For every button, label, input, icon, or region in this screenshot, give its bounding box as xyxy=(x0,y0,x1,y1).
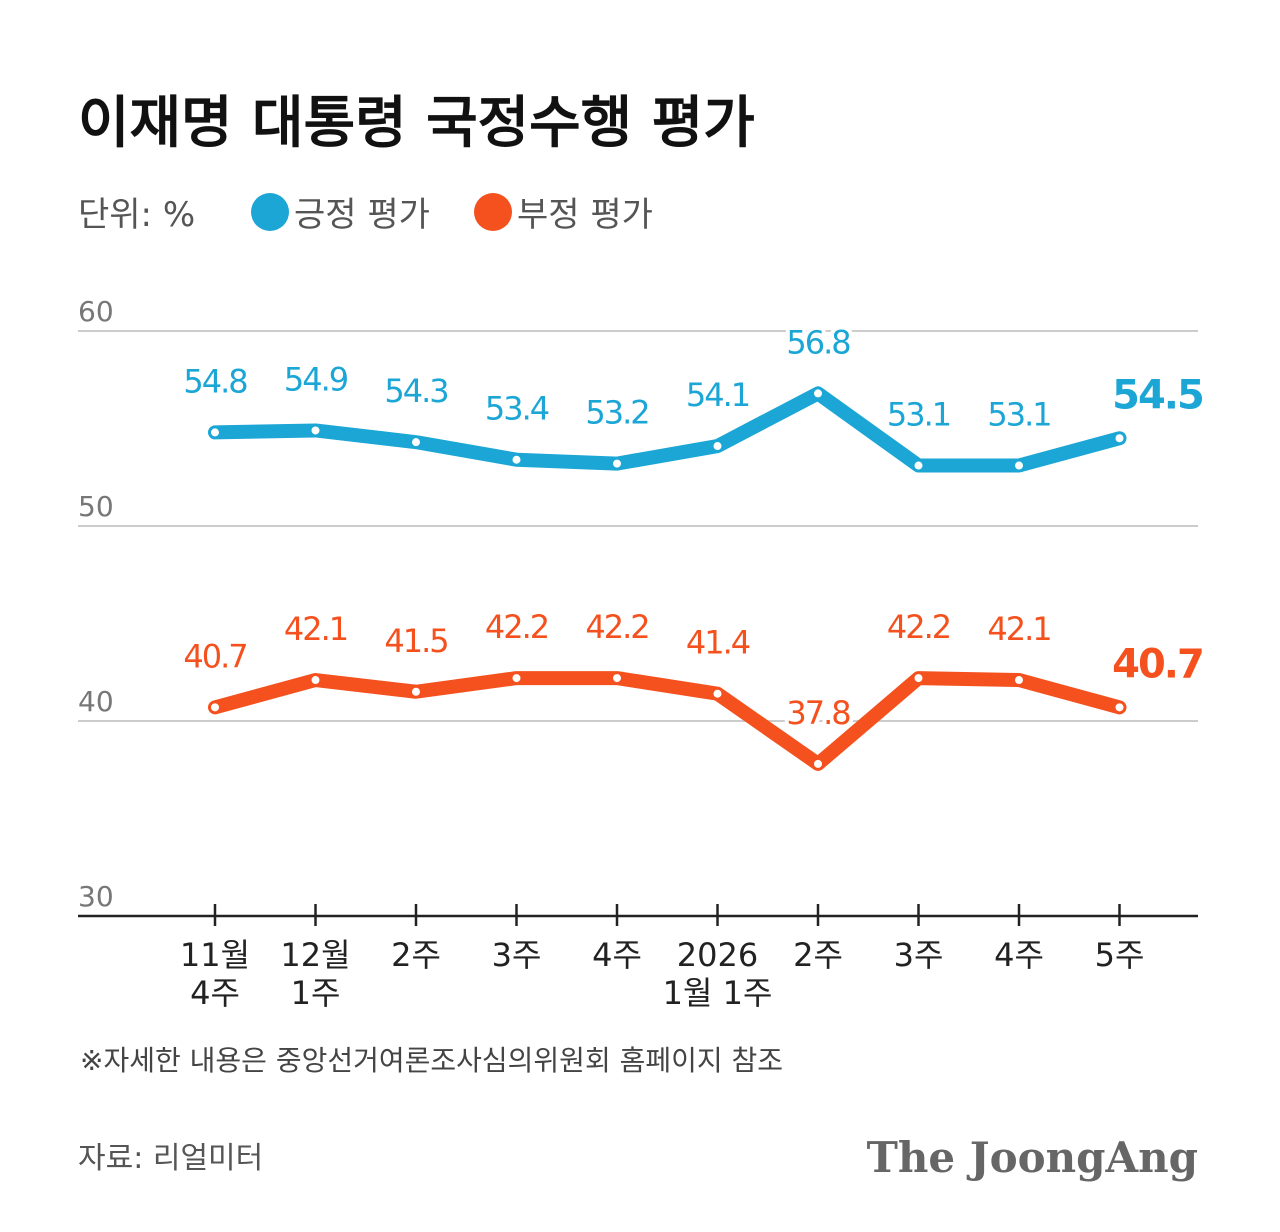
data-point xyxy=(912,672,925,685)
brand: The JoongAng xyxy=(867,1133,1198,1182)
x-tick-label: 3주 xyxy=(492,936,542,974)
data-label: 40.7 xyxy=(1112,641,1203,687)
data-label: 56.8 xyxy=(786,323,850,361)
data-label: 53.2 xyxy=(585,394,648,432)
x-tick-label: 4주 xyxy=(994,936,1044,974)
data-label: 53.1 xyxy=(887,396,950,434)
data-point xyxy=(1113,432,1126,445)
data-point xyxy=(209,426,221,439)
note: ※자세한 내용은 중앙선거여론조사심의위원회 홈페이지 참조 xyxy=(80,1044,783,1077)
data-point xyxy=(611,457,623,470)
data-point xyxy=(912,459,925,472)
data-point xyxy=(812,387,824,400)
x-tick-label: 2026 xyxy=(677,936,758,974)
x-tick-label: 4주 xyxy=(190,974,240,1012)
x-tick-label: 1월 1주 xyxy=(663,974,773,1012)
y-tick-label: 40 xyxy=(78,685,114,718)
x-tick-label: 4주 xyxy=(592,936,642,974)
data-label: 53.1 xyxy=(987,396,1050,434)
legend-marker xyxy=(474,193,512,231)
data-point xyxy=(309,424,322,437)
series-line xyxy=(208,671,1127,771)
data-label: 40.7 xyxy=(183,637,246,675)
data-label: 41.5 xyxy=(384,622,447,660)
legend-label: 부정 평가 xyxy=(517,195,653,235)
y-tick-label: 50 xyxy=(78,490,114,523)
data-label: 53.4 xyxy=(485,390,549,428)
y-tick-label: 60 xyxy=(78,295,114,328)
x-tick-label: 1주 xyxy=(291,974,341,1012)
unit-label: 단위: % xyxy=(78,195,195,235)
legend-marker xyxy=(251,193,289,231)
data-point xyxy=(410,685,422,698)
x-tick-label: 2주 xyxy=(391,936,441,974)
y-tick-label: 30 xyxy=(78,880,114,913)
data-label: 42.2 xyxy=(585,608,648,646)
data-point xyxy=(1013,459,1025,472)
source: 자료: 리얼미터 xyxy=(78,1141,263,1176)
x-tick-label: 2주 xyxy=(793,936,843,974)
data-point xyxy=(309,674,322,687)
x-tick-label: 3주 xyxy=(894,936,944,974)
data-label: 42.1 xyxy=(284,610,347,648)
x-tick-label: 11월 xyxy=(180,936,250,974)
data-point xyxy=(510,672,523,685)
data-label: 54.9 xyxy=(284,360,348,398)
data-point xyxy=(410,436,422,449)
data-point xyxy=(1113,701,1126,714)
data-label: 37.8 xyxy=(786,694,850,732)
data-point xyxy=(510,453,523,466)
data-point xyxy=(711,440,724,453)
data-point xyxy=(1013,674,1025,687)
data-point xyxy=(711,687,724,700)
data-label: 54.5 xyxy=(1112,372,1203,418)
data-label: 42.1 xyxy=(987,610,1050,648)
x-tick-label: 12월 xyxy=(280,936,350,974)
data-label: 42.2 xyxy=(485,608,548,646)
legend-label: 긍정 평가 xyxy=(294,195,430,235)
data-label: 54.1 xyxy=(686,376,749,414)
series-line xyxy=(208,386,1127,473)
data-point xyxy=(611,672,623,685)
chart-title: 이재명 대통령 국정수행 평가 xyxy=(78,91,755,156)
data-label: 42.2 xyxy=(887,608,950,646)
data-point xyxy=(812,757,824,770)
data-label: 54.8 xyxy=(183,362,247,400)
x-tick-label: 5주 xyxy=(1095,936,1145,974)
data-point xyxy=(209,701,221,714)
data-label: 54.3 xyxy=(384,372,447,410)
data-label: 41.4 xyxy=(686,624,750,662)
